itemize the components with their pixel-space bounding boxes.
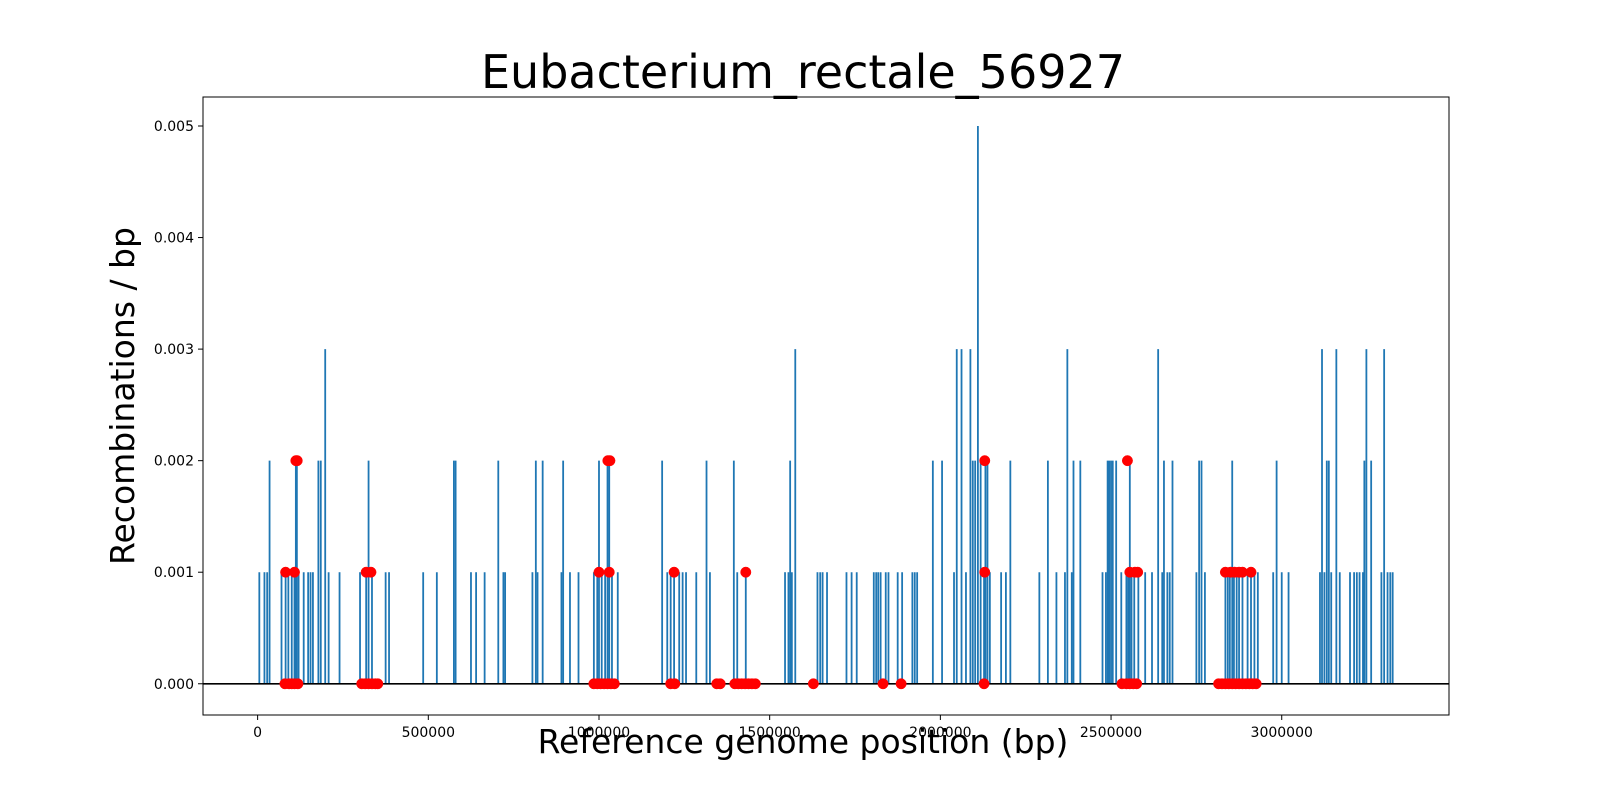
- data-point: [604, 455, 616, 467]
- y-axis-label: Recombinations / bp: [103, 227, 142, 565]
- x-axis-label: Reference genome position (bp): [538, 722, 1069, 761]
- data-point: [668, 566, 680, 578]
- data-point: [608, 678, 620, 690]
- data-point: [291, 455, 303, 467]
- x-tick-label: 2500000: [1080, 725, 1142, 741]
- data-point: [807, 678, 819, 690]
- data-point: [669, 678, 681, 690]
- x-tick-label: 2000000: [909, 725, 971, 741]
- data-point: [749, 678, 761, 690]
- x-tick-label: 1000000: [568, 725, 630, 741]
- y-tick-label: 0.000: [154, 677, 194, 693]
- data-point: [979, 566, 991, 578]
- y-tick-label: 0.003: [154, 342, 194, 358]
- plot-area: 0 500000 1000000 1500000 2000000 2500000 30000…: [154, 96, 1450, 741]
- data-point: [1121, 455, 1133, 467]
- data-point: [365, 566, 377, 578]
- data-point: [740, 566, 752, 578]
- data-point: [978, 678, 990, 690]
- y-tick-label: 0.001: [154, 565, 194, 581]
- data-point: [877, 678, 889, 690]
- data-point: [714, 678, 726, 690]
- data-point: [372, 678, 384, 690]
- data-point: [603, 566, 615, 578]
- y-tick-label: 0.004: [154, 231, 194, 247]
- data-point: [289, 566, 300, 578]
- data-point: [979, 455, 991, 467]
- data-point: [895, 678, 907, 690]
- data-point: [1132, 566, 1144, 578]
- plot-frame: [202, 96, 1450, 716]
- data-point: [1245, 566, 1257, 578]
- y-tick-label: 0.002: [154, 454, 194, 470]
- data-point: [593, 566, 605, 578]
- x-tick-label: 0: [253, 725, 262, 741]
- x-tick-label: 1500000: [738, 725, 800, 741]
- x-tick-label: 3000000: [1251, 725, 1313, 741]
- chart-title: Eubacterium_rectale_56927: [481, 45, 1125, 99]
- data-point: [292, 678, 304, 690]
- y-tick-label: 0.005: [154, 119, 194, 135]
- data-point: [1250, 678, 1262, 690]
- x-tick-label: 500000: [402, 725, 455, 741]
- data-point: [1131, 678, 1143, 690]
